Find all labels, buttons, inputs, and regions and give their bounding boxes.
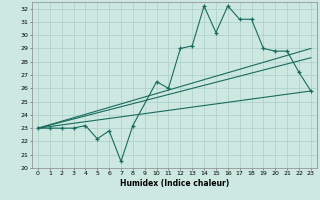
X-axis label: Humidex (Indice chaleur): Humidex (Indice chaleur)	[120, 179, 229, 188]
